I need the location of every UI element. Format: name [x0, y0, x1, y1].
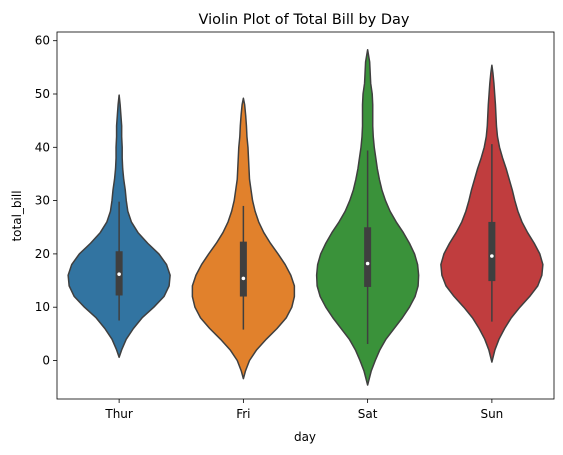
plot-frame — [56, 31, 555, 400]
median-point — [117, 272, 121, 276]
y-tick-label: 50 — [35, 87, 50, 101]
x-tick-label: Thur — [104, 407, 133, 421]
y-axis: 0 10 20 30 40 50 60 — [35, 34, 57, 368]
x-axis: Thur Fri Sat Sun — [104, 399, 503, 421]
x-tick-label: Sat — [358, 407, 378, 421]
x-tick-label: Fri — [236, 407, 250, 421]
y-tick-label: 40 — [35, 140, 50, 154]
median-point — [241, 276, 246, 281]
y-tick-label: 30 — [35, 194, 50, 208]
iqr-box — [488, 221, 496, 282]
y-axis-label: total_bill — [10, 190, 24, 241]
median-point — [365, 261, 370, 266]
median-point — [490, 254, 494, 258]
y-tick-label: 10 — [35, 300, 50, 314]
iqr-box — [239, 241, 247, 297]
y-tick-label: 0 — [42, 354, 50, 368]
x-axis-label: day — [294, 430, 316, 444]
violins-group — [67, 49, 544, 386]
y-tick-label: 20 — [35, 247, 50, 261]
iqr-box — [364, 227, 372, 287]
x-tick-label: Sun — [480, 407, 503, 421]
chart-title: Violin Plot of Total Bill by Day — [198, 12, 409, 28]
y-tick-label: 60 — [35, 34, 50, 48]
